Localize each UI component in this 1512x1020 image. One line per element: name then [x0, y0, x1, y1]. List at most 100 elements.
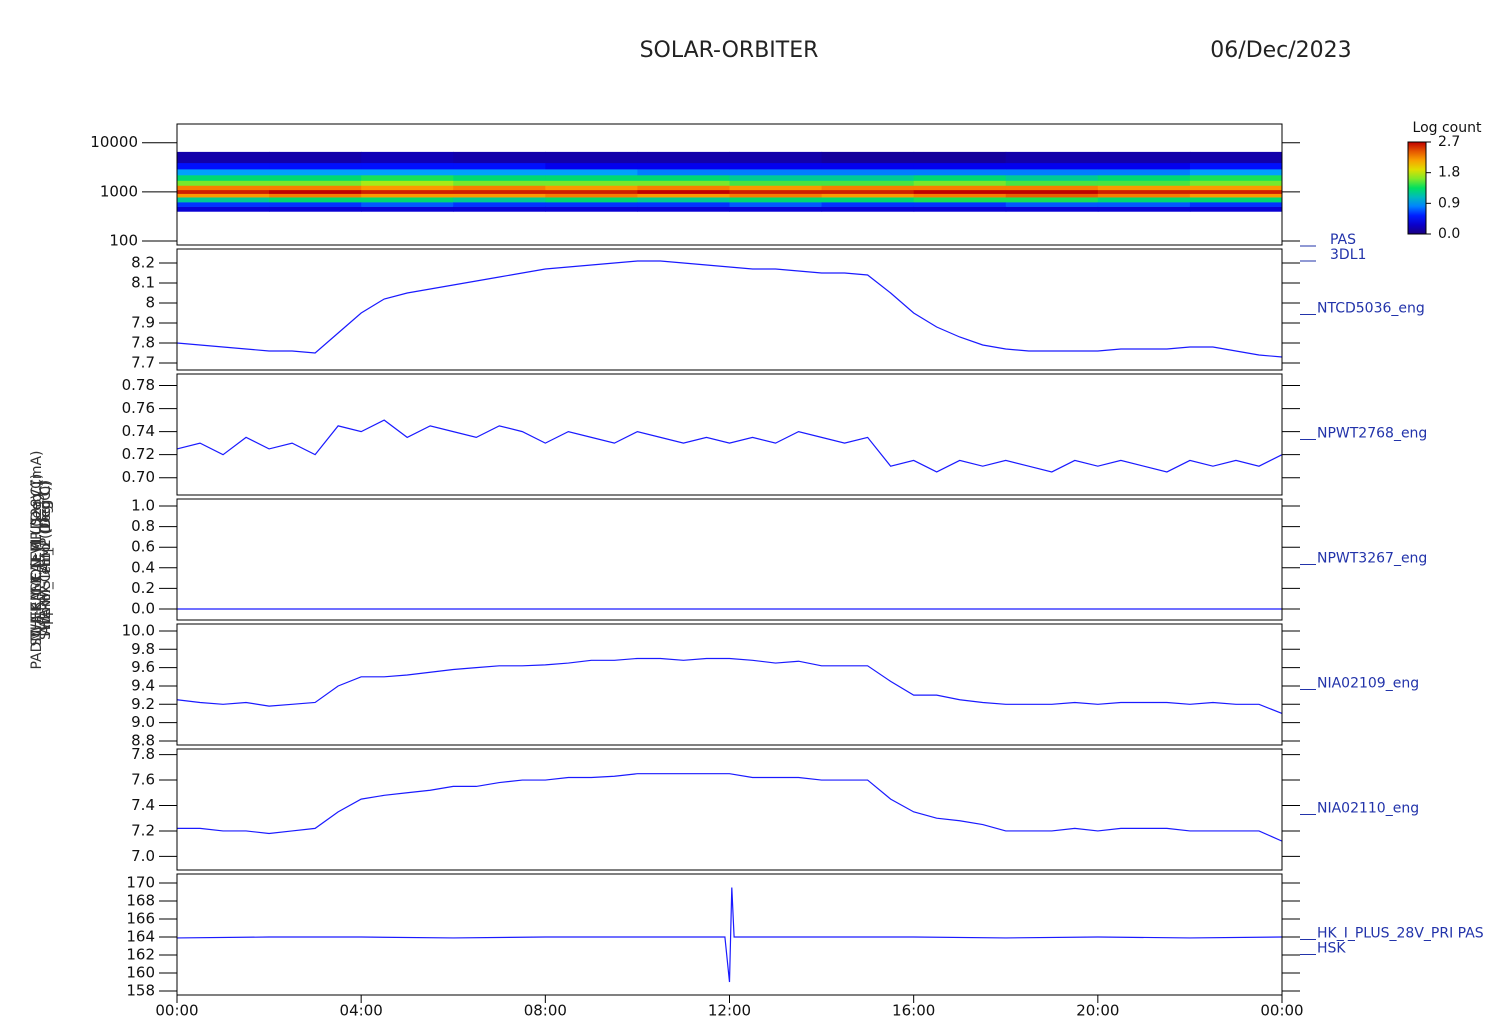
panel-frame — [176, 248, 1283, 371]
y-axis-label: E (eV) — [29, 539, 45, 581]
heatmap-cell — [361, 202, 454, 207]
heatmap-cell — [453, 202, 546, 207]
heatmap-cell — [1097, 175, 1191, 181]
heatmap-cell — [821, 185, 915, 191]
y-tick-label: 7.8 — [131, 334, 155, 352]
heatmap-cell — [177, 169, 270, 176]
heatmap-cell — [453, 151, 546, 164]
heatmap-cell — [821, 169, 915, 176]
heatmap-cell — [177, 185, 270, 191]
heatmap-cell — [453, 162, 546, 170]
heatmap-cell — [1005, 162, 1099, 170]
x-tick-label: 16:00 — [892, 1002, 935, 1020]
heatmap-cell — [1005, 197, 1099, 203]
colorbar-tick-label: 0.9 — [1438, 195, 1460, 211]
heatmap-cell — [1189, 169, 1283, 176]
heatmap-cell — [361, 180, 454, 186]
panel-label: PAS — [1330, 232, 1356, 248]
heatmap-cell — [269, 169, 362, 176]
heatmap-cell — [1005, 185, 1099, 191]
colorbar-label: Log count — [1413, 120, 1482, 136]
heatmap-cell — [913, 151, 1007, 164]
heatmap-cell — [545, 197, 638, 203]
y-tick-label: 7.8 — [131, 745, 155, 763]
heatmap-cell — [1189, 206, 1283, 212]
heatmap-cell — [821, 202, 915, 207]
heatmap-cell — [913, 197, 1007, 203]
chart-title: SOLAR-ORBITER — [640, 38, 819, 63]
y-tick-label: 0.0 — [131, 599, 155, 617]
y-tick-label: 164 — [126, 928, 155, 946]
y-tick-label: 8.2 — [131, 254, 155, 272]
heatmap-cell — [453, 206, 546, 212]
heatmap-cell — [1189, 162, 1283, 170]
y-tick-label: 0.74 — [122, 422, 155, 440]
y-tick-label: 0.2 — [131, 579, 155, 597]
x-tick-label: 12:00 — [708, 1002, 751, 1020]
heatmap-cell — [545, 193, 638, 198]
panel-label: 3DL1 — [1330, 247, 1366, 263]
heatmap-cell — [545, 169, 638, 176]
heatmap-cell — [545, 202, 638, 207]
heatmap-cell — [1097, 202, 1191, 207]
heatmap-cell — [453, 193, 546, 198]
heatmap-cell — [637, 189, 730, 194]
heatmap-cell — [269, 206, 362, 212]
heatmap-cell — [269, 151, 362, 164]
heatmap-cell — [821, 193, 915, 198]
y-tick-label: 8.8 — [131, 731, 155, 749]
heatmap-cell — [1189, 189, 1283, 194]
heatmap-cell — [637, 151, 730, 164]
y-tick-label: 0.72 — [122, 445, 155, 463]
y-tick-label: 0.76 — [122, 399, 155, 417]
heatmap-cell — [361, 185, 454, 191]
heatmap-cell — [177, 175, 270, 181]
heatmap-cell — [637, 169, 730, 176]
heatmap-cell — [821, 175, 915, 181]
heatmap-cell — [1005, 175, 1099, 181]
heatmap-cell — [1189, 202, 1283, 207]
heatmap-cell — [1005, 169, 1099, 176]
heatmap-cell — [545, 206, 638, 212]
y-tick-label: 10.0 — [122, 621, 155, 639]
colorbar — [1407, 141, 1427, 235]
heatmap-cell — [361, 189, 454, 194]
heatmap-cell — [453, 197, 546, 203]
data-line — [177, 773, 1283, 842]
heatmap-cell — [453, 180, 546, 186]
panel-label: NIA02110_eng — [1317, 801, 1419, 817]
heatmap-cell — [821, 206, 915, 212]
heatmap-cell — [913, 206, 1007, 212]
heatmap-cell — [269, 162, 362, 170]
heatmap-cell — [821, 162, 915, 170]
heatmap-cell — [637, 175, 730, 181]
heatmap-cell — [913, 175, 1007, 181]
panel-label: NPWT3267_eng — [1317, 551, 1427, 567]
heatmap-cell — [1189, 197, 1283, 203]
heatmap-cell — [1189, 180, 1283, 186]
heatmap-cell — [729, 202, 823, 207]
heatmap-cell — [913, 180, 1007, 186]
heatmap-cell — [361, 193, 454, 198]
heatmap-cell — [269, 175, 362, 181]
heatmap-cell — [1097, 189, 1191, 194]
heatmap-cell — [1097, 162, 1191, 170]
heatmap-cell — [913, 202, 1007, 207]
heatmap-cell — [637, 193, 730, 198]
heatmap-cell — [729, 180, 823, 186]
heatmap-cell — [821, 180, 915, 186]
heatmap-cell — [545, 189, 638, 194]
y-tick-label: 7.0 — [131, 847, 155, 865]
panel-frame — [176, 498, 1283, 621]
heatmap-cell — [1189, 151, 1283, 164]
heatmap-cell — [1097, 206, 1191, 212]
heatmap-cell — [177, 193, 270, 198]
heatmap-cell — [729, 151, 823, 164]
colorbar-tick-label: 2.7 — [1438, 134, 1460, 150]
heatmap-cell — [729, 197, 823, 203]
heatmap-cell — [1189, 193, 1283, 198]
y-tick-label: 1.0 — [131, 497, 155, 515]
data-line — [176, 419, 1283, 473]
heatmap-cell — [1097, 197, 1191, 203]
